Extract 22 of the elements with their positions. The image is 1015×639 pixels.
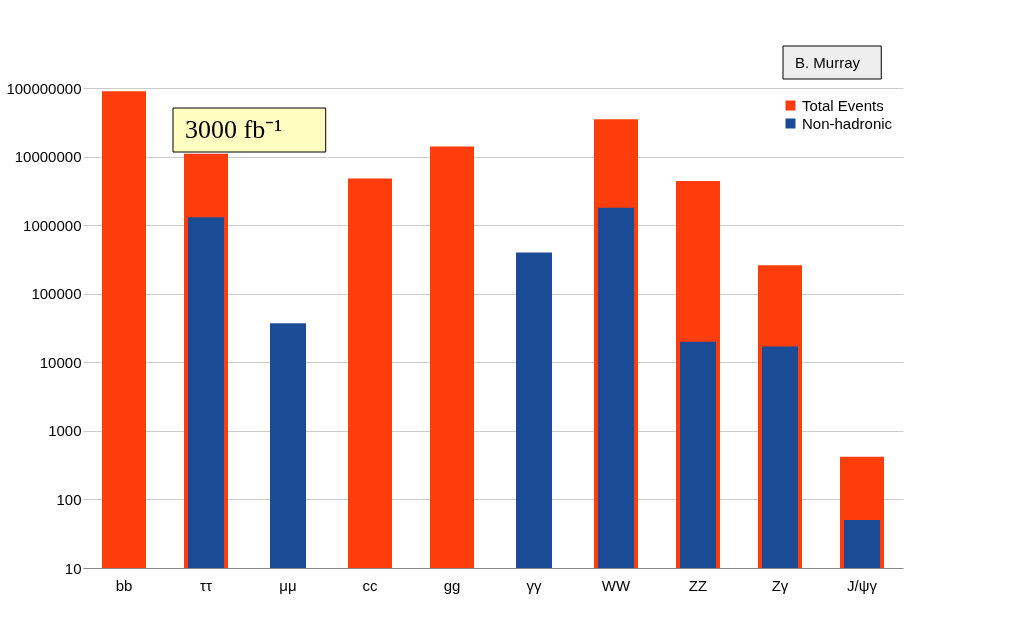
y-tick-label: 100000000 (6, 79, 82, 97)
x-tick-label: μμ (279, 576, 297, 594)
x-tick-label: J/ψγ (847, 576, 878, 594)
x-tick-label: Zγ (771, 576, 789, 594)
y-tick-label: 100000 (31, 285, 82, 303)
x-tick-label: bb (115, 576, 133, 594)
x-tick-label: γγ (526, 576, 542, 594)
legend-label: Non-hadronic (802, 114, 893, 132)
y-tick-label: 1000000 (23, 216, 82, 234)
y-tick-label: 10000000 (14, 148, 82, 166)
annotation: 3000 fb⁻¹ (185, 115, 282, 144)
y-tick-label: 100 (56, 490, 82, 508)
y-tick-label: 10 (64, 559, 82, 577)
y-tick-label: 10000 (39, 353, 82, 371)
legend-label: Total Events (802, 96, 884, 114)
x-tick-label: ττ (200, 576, 212, 594)
y-tick-label: 1000 (48, 422, 82, 440)
x-tick-label: gg (443, 576, 461, 594)
x-tick-label: ZZ (688, 576, 708, 594)
x-tick-label: WW (601, 576, 631, 594)
text: B. Murray (795, 53, 861, 71)
x-tick-label: cc (362, 576, 378, 594)
